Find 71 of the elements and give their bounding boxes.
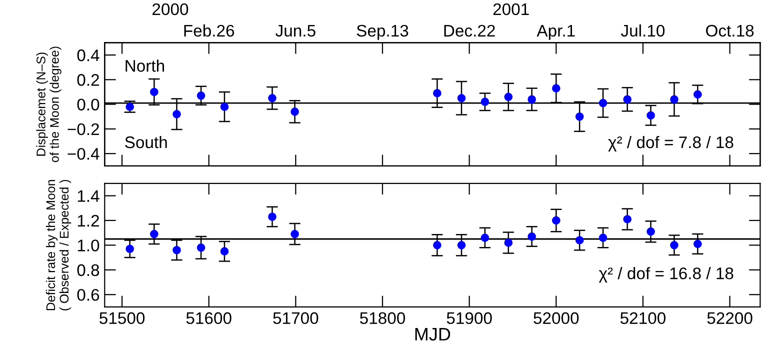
point <box>575 236 584 244</box>
y-axis-title: Displacemet (N–S) of the Moon (degree) <box>36 46 62 162</box>
x2-tick-label: Apr.1 <box>536 25 575 40</box>
y-tick-label: 1.2 <box>78 214 99 227</box>
point <box>126 244 134 254</box>
annotation: South <box>125 136 167 148</box>
point <box>457 94 466 102</box>
y-tick-label: 0.8 <box>77 264 100 276</box>
point <box>172 246 181 254</box>
y-axis-title: Deficit rate by the Moon ( Observed / Expected ) <box>46 180 72 310</box>
x2-tick-label: Oct.18 <box>706 24 754 37</box>
point <box>694 90 702 99</box>
point <box>457 241 466 250</box>
point <box>196 243 206 252</box>
point <box>150 88 158 96</box>
x2-tick-label: Sep.13 <box>356 24 408 40</box>
point <box>220 102 229 111</box>
point <box>268 212 276 221</box>
point <box>575 112 584 121</box>
y-tick-label: −0.4 <box>68 148 100 160</box>
point <box>290 230 299 238</box>
x-tick-label: 51500 <box>100 312 145 324</box>
point <box>552 84 560 92</box>
point <box>694 240 702 248</box>
y-tick-label: −0.2 <box>68 123 99 136</box>
text: 2001 <box>493 3 529 16</box>
point <box>268 94 276 102</box>
point <box>480 98 490 106</box>
point <box>598 98 608 108</box>
x-tick-label: 52100 <box>620 312 666 324</box>
point <box>504 238 513 247</box>
y-tick-label: 1.4 <box>78 190 100 202</box>
y-tick-label: 0.2 <box>77 74 99 86</box>
point <box>670 241 678 250</box>
x-axis-title: MJD <box>415 328 450 341</box>
x2-tick-label: Jun.5 <box>276 25 316 37</box>
point <box>150 230 158 238</box>
annotation: χ² / dof = 16.8 / 18 <box>598 267 734 283</box>
point <box>480 234 490 242</box>
point <box>598 234 608 242</box>
x-tick-label: 52200 <box>707 312 752 324</box>
x2-tick-label: Feb.26 <box>184 24 234 37</box>
x-tick-label: 51800 <box>360 312 406 324</box>
point <box>504 92 513 102</box>
point <box>646 227 655 236</box>
y-tick-label: 0.6 <box>77 288 100 301</box>
point <box>433 89 442 98</box>
point <box>646 111 655 120</box>
y-tick-label: 1.0 <box>78 240 100 252</box>
x2-tick-label: Jul.10 <box>620 24 665 37</box>
point <box>528 232 536 241</box>
point <box>196 92 206 100</box>
point <box>528 95 536 104</box>
annotation: North <box>126 60 164 72</box>
y-tick-label: 0.0 <box>77 98 100 111</box>
annotation: χ² / dof = 7.8 / 18 <box>608 136 734 152</box>
y-tick-label: 0.4 <box>77 49 100 62</box>
point <box>623 215 632 224</box>
x-tick-label: 51600 <box>186 312 232 324</box>
point <box>552 216 560 225</box>
x-tick-label: 51700 <box>273 312 318 324</box>
point <box>433 241 442 250</box>
point <box>220 247 229 256</box>
point <box>623 95 632 104</box>
x-tick-label: 52000 <box>534 312 579 324</box>
point <box>670 95 678 104</box>
point <box>290 108 299 116</box>
point <box>172 110 181 118</box>
x2-tick-label: Dec.22 <box>444 24 495 37</box>
x-tick-label: 51900 <box>446 312 492 324</box>
text: 2000 <box>152 3 188 16</box>
